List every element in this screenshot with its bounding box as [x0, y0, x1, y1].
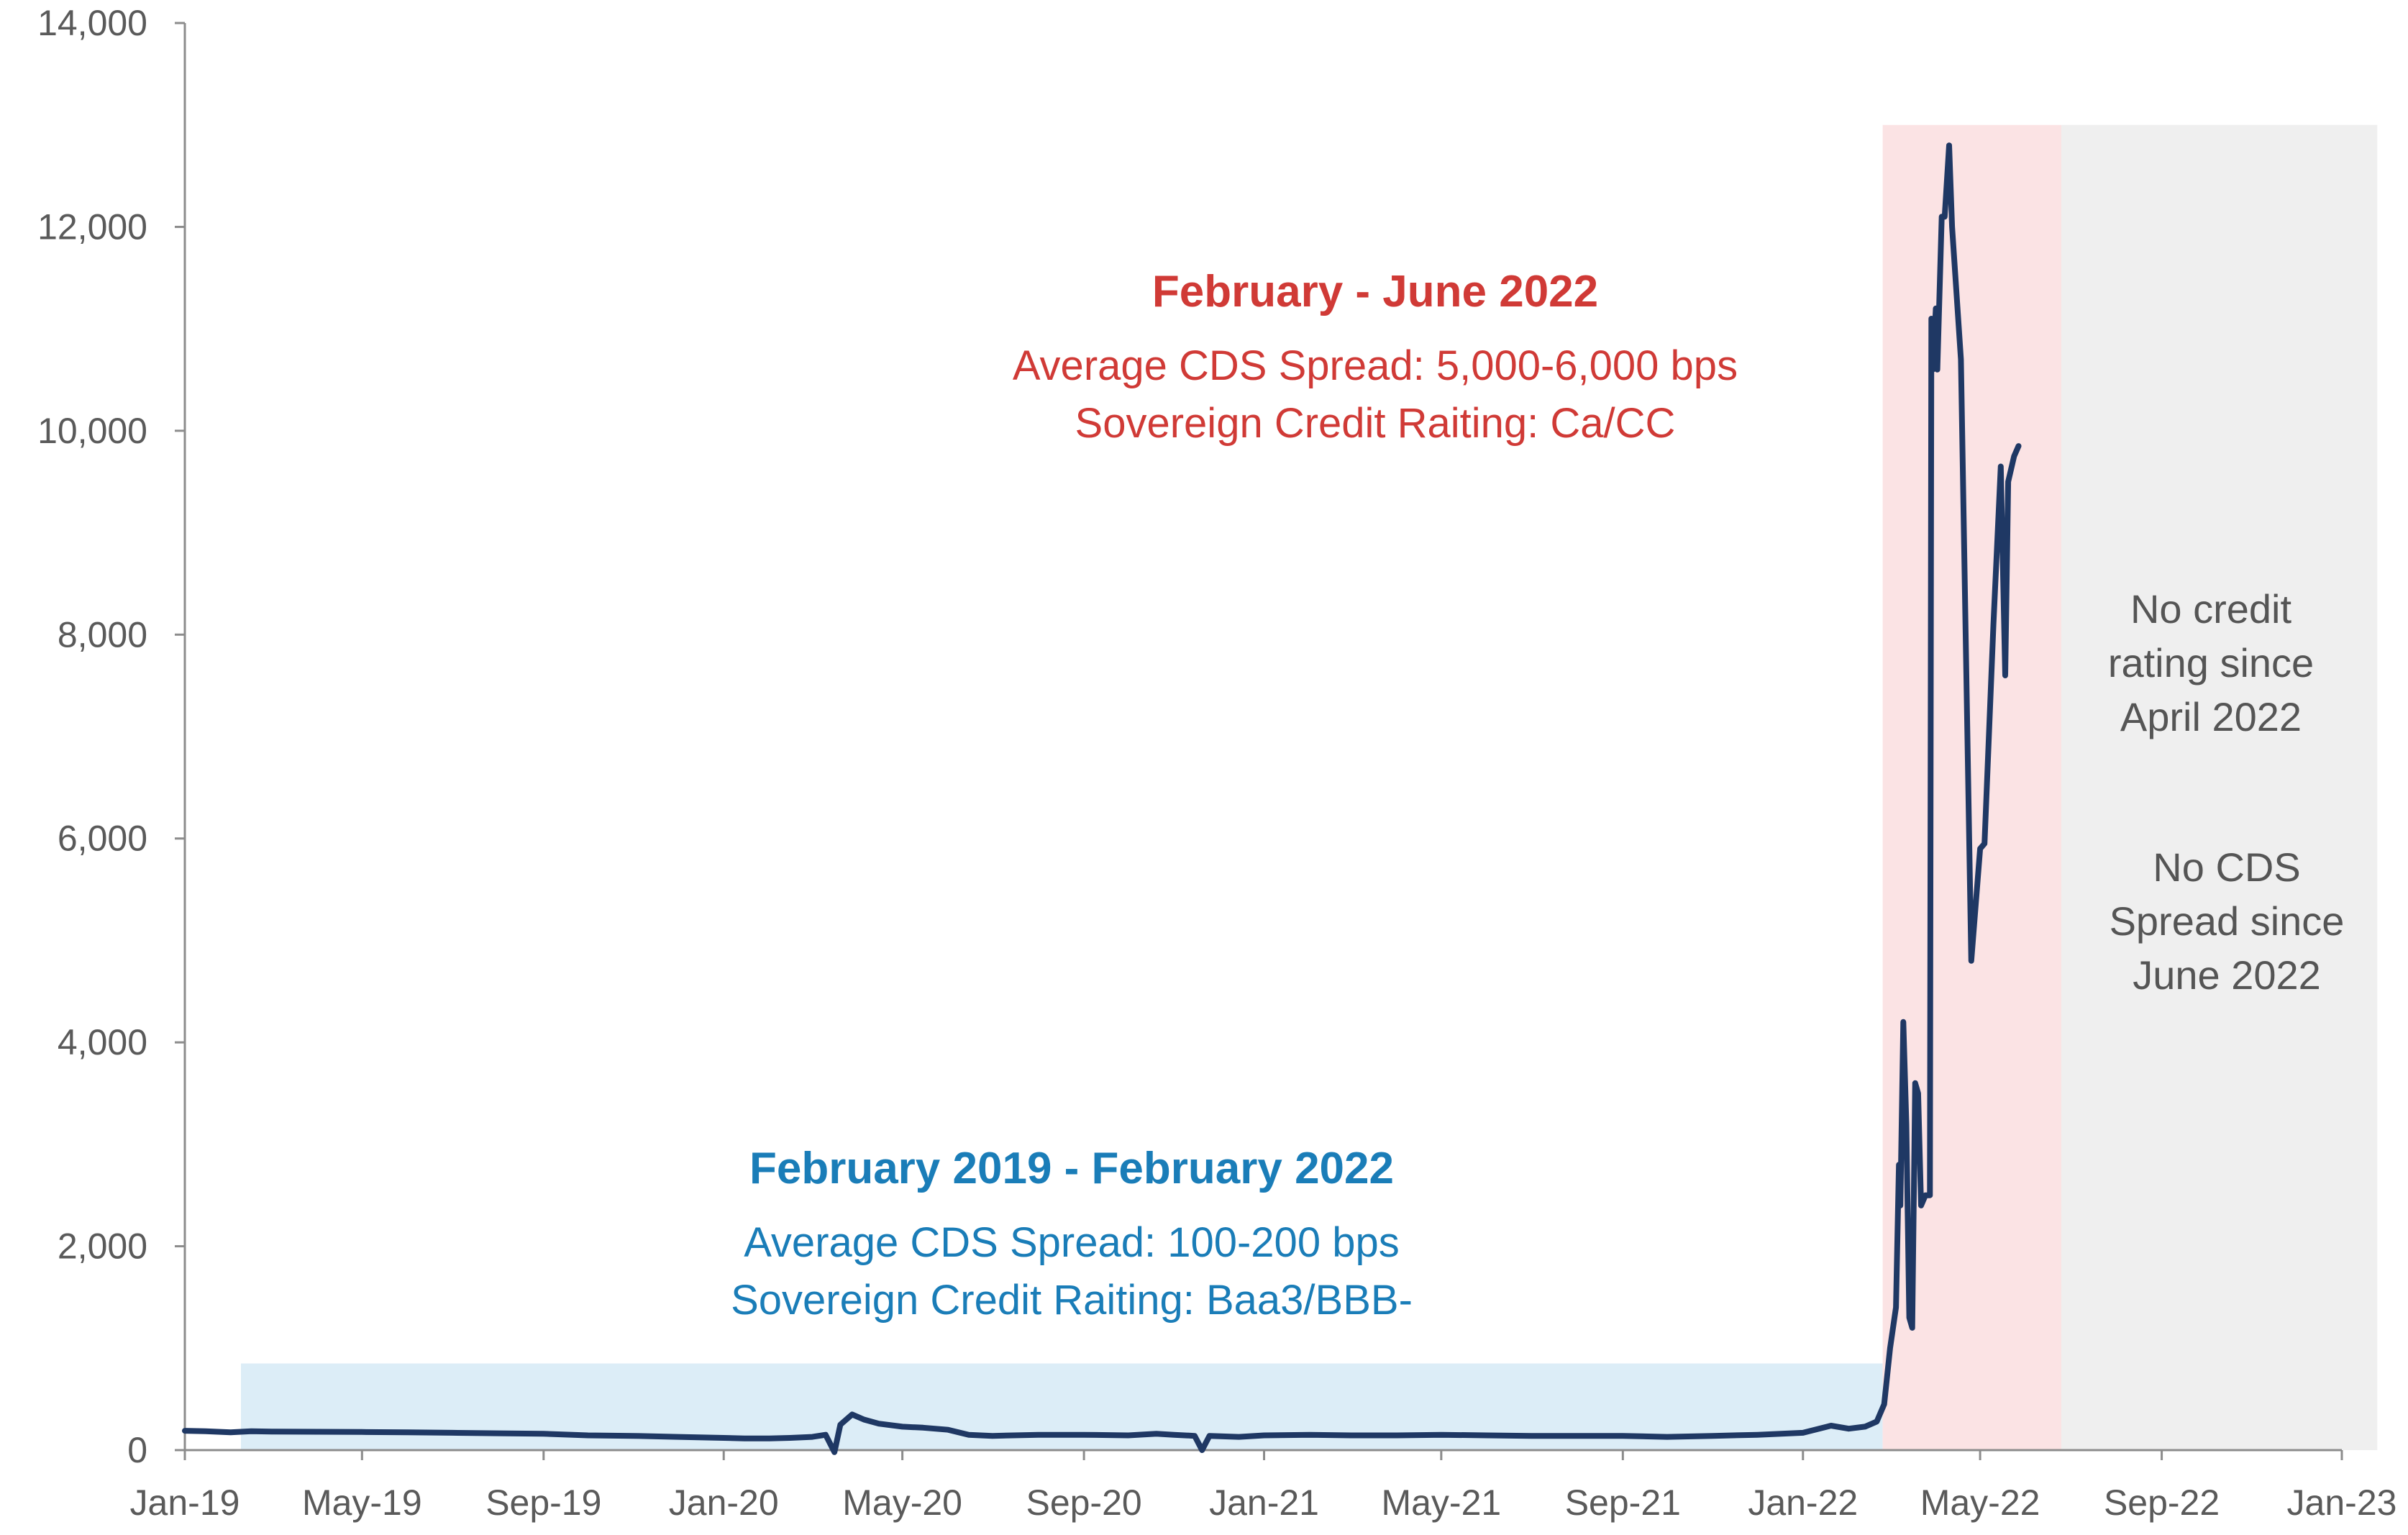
gray-note-rating-line3: April 2022: [2120, 694, 2302, 739]
x-tick-label: May-21: [1381, 1482, 1501, 1523]
y-tick-label: 0: [127, 1430, 147, 1470]
y-tick-label: 12,000: [37, 206, 147, 247]
blue-annotation-line1: Average CDS Spread: 100-200 bps: [744, 1219, 1399, 1266]
x-tick-label: May-22: [1920, 1482, 2040, 1523]
x-tick-label: Sep-22: [2104, 1482, 2220, 1523]
shaded-regions: [241, 124, 2378, 1451]
y-tick-label: 14,000: [37, 3, 147, 43]
x-tick-label: May-20: [842, 1482, 962, 1523]
x-tick-label: Sep-21: [1565, 1482, 1681, 1523]
annotations: February 2019 - February 2022 Average CD…: [731, 267, 2344, 1324]
x-tick-label: Sep-19: [485, 1482, 601, 1523]
gray-note-cds-line3: June 2022: [2133, 952, 2321, 998]
x-tick-label: May-19: [302, 1482, 422, 1523]
gray-note-cds-line2: Spread since: [2110, 898, 2345, 944]
x-tick-label: Jan-23: [2287, 1482, 2397, 1523]
y-tick-label: 8,000: [58, 614, 147, 655]
series-layer: [182, 142, 2022, 1455]
red-annotation-line2: Sovereign Credit Raiting: Ca/CC: [1075, 400, 1676, 447]
series-line-1: [182, 142, 2022, 1455]
blue-annotation-line2: Sovereign Credit Raiting: Baa3/BBB-: [731, 1277, 1413, 1324]
y-tick-label: 2,000: [58, 1226, 147, 1267]
red-annotation-title: February - June 2022: [1152, 267, 1598, 316]
red-annotation-line1: Average CDS Spread: 5,000-6,000 bps: [1013, 342, 1738, 389]
gray-note-rating-line2: rating since: [2108, 640, 2314, 685]
x-tick-label: Sep-20: [1026, 1482, 1141, 1523]
y-tick-label: 10,000: [37, 411, 147, 451]
x-tick-label: Jan-22: [1748, 1482, 1858, 1523]
shaded-region-gray: [2061, 124, 2378, 1451]
gray-note-cds-line1: No CDS: [2153, 844, 2300, 890]
x-tick-label: Jan-21: [1209, 1482, 1319, 1523]
axes: 0 2,000 4,000 6,000 8,000 10,000 12,000 14,000 J…: [37, 3, 2396, 1523]
x-tick-label: Jan-20: [669, 1482, 779, 1523]
y-tick-label: 6,000: [58, 819, 147, 859]
blue-annotation-title: February 2019 - February 2022: [749, 1144, 1394, 1193]
gray-note-rating-line1: No credit: [2130, 586, 2292, 632]
x-tick-label: Jan-19: [130, 1482, 240, 1523]
y-tick-label: 4,000: [58, 1022, 147, 1062]
